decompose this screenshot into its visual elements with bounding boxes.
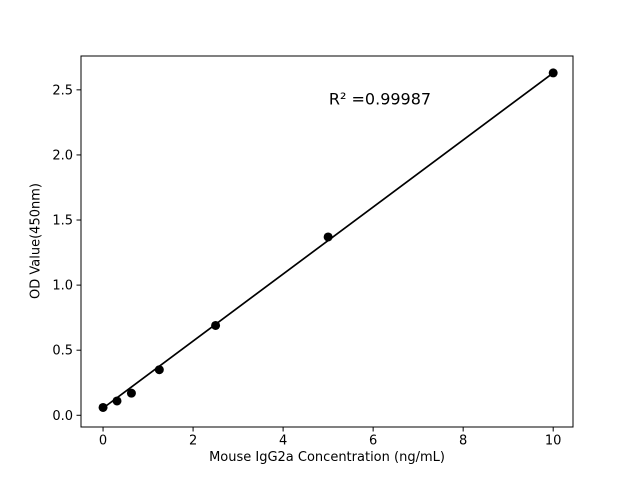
x-tick-label: 4 (279, 434, 287, 449)
data-point (548, 68, 558, 78)
y-tick-label: 0.0 (52, 409, 73, 424)
x-axis-label: Mouse IgG2a Concentration (ng/mL) (209, 450, 445, 465)
plot-border (80, 55, 574, 428)
data-point (154, 365, 164, 375)
x-tick-label: 6 (369, 434, 377, 449)
x-tick-label: 0 (99, 434, 107, 449)
data-point (112, 396, 122, 406)
y-axis-label: OD Value(450nm) (28, 183, 44, 299)
x-tick-label: 10 (545, 434, 562, 449)
data-point (126, 388, 136, 398)
y-tick-label: 1.5 (52, 214, 73, 229)
y-tick-label: 1.0 (52, 279, 73, 294)
data-point (323, 232, 333, 242)
r-squared-annotation: R² =0.99987 (328, 89, 432, 109)
data-point (98, 402, 108, 412)
x-tick-label: 2 (189, 434, 197, 449)
data-point (211, 320, 221, 330)
y-tick-label: 2.5 (52, 83, 73, 98)
y-tick-label: 0.5 (52, 344, 73, 359)
x-tick-label: 8 (459, 434, 467, 449)
y-tick-label: 2.0 (52, 148, 73, 163)
